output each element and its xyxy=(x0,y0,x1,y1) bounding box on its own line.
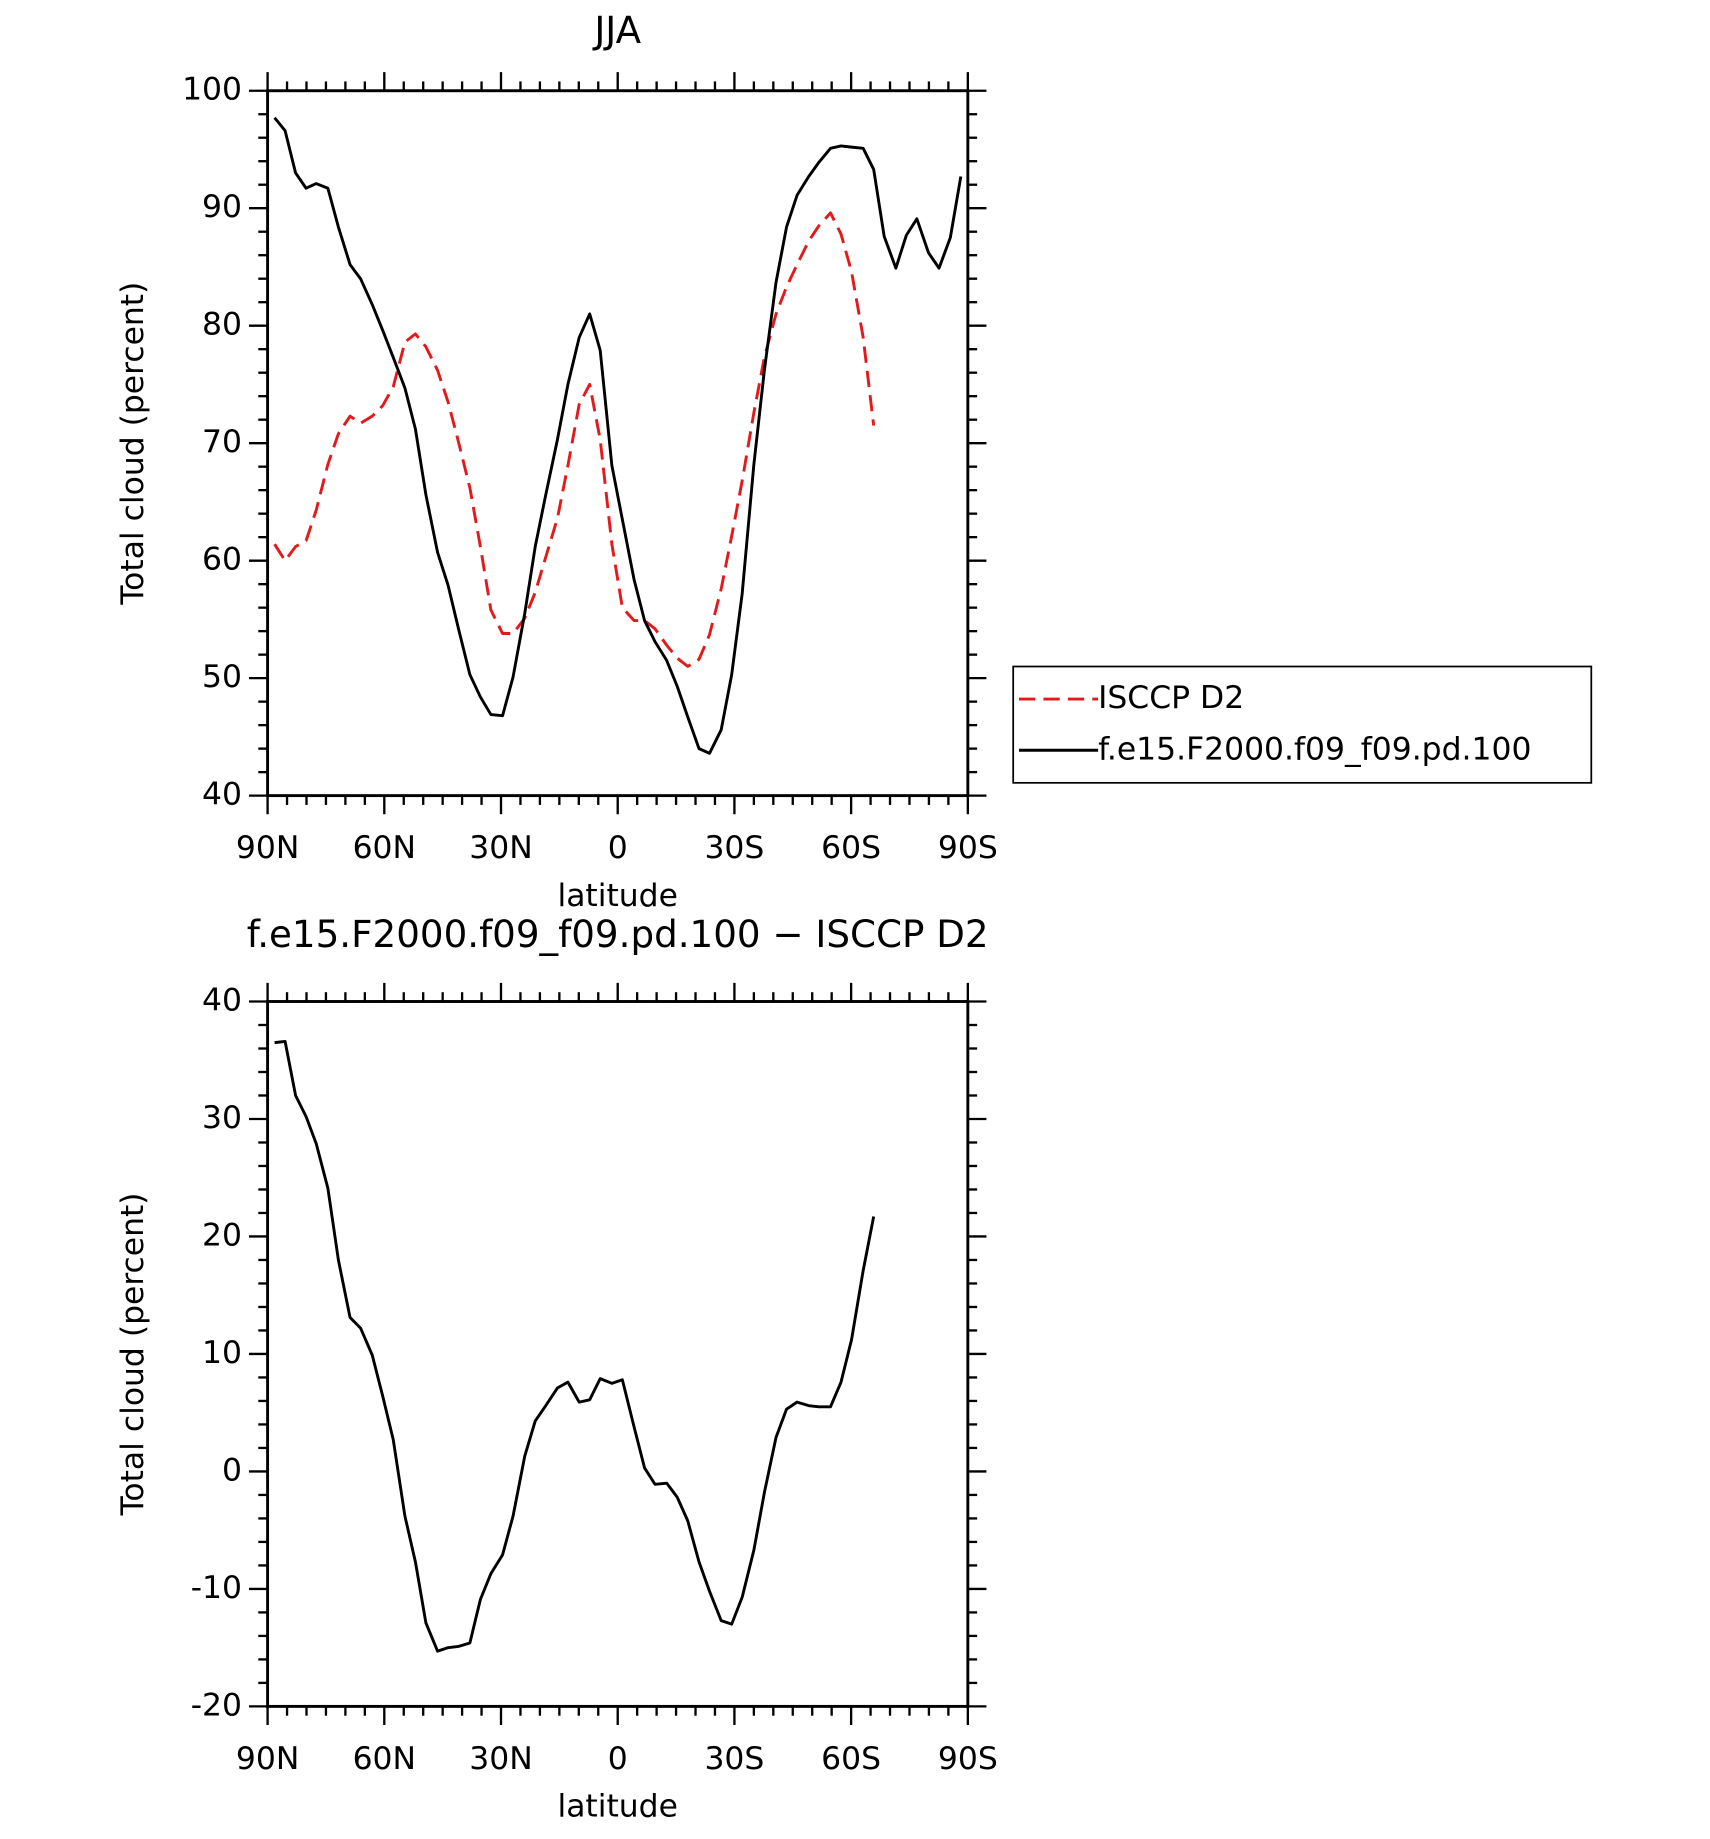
y-tick-label: 50 xyxy=(202,659,242,695)
y-tick-label: 60 xyxy=(202,542,242,578)
legend-label: ISCCP D2 xyxy=(1098,680,1244,716)
y-tick-label: 10 xyxy=(202,1335,242,1371)
y-axis-label: Total cloud (percent) xyxy=(115,1192,151,1516)
x-tick-label: 30S xyxy=(704,1741,764,1777)
y-axis-label: Total cloud (percent) xyxy=(115,282,151,606)
x-tick-label: 90N xyxy=(236,830,299,866)
y-tick-label: 70 xyxy=(202,424,242,460)
x-tick-label: 0 xyxy=(608,830,628,866)
y-tick-label: 30 xyxy=(202,1100,242,1136)
chart-title: JJA xyxy=(592,8,641,52)
y-tick-label: -20 xyxy=(191,1687,242,1723)
y-tick-label: 100 xyxy=(182,72,242,108)
x-tick-label: 60S xyxy=(821,830,881,866)
plot-frame xyxy=(266,89,970,798)
x-tick-label: 30N xyxy=(469,830,532,866)
x-tick-label: 60N xyxy=(353,1741,416,1777)
y-tick-label: 40 xyxy=(202,777,242,813)
plot-frame xyxy=(266,1000,970,1708)
x-tick-label: 60S xyxy=(821,1741,881,1777)
x-tick-label: 90S xyxy=(938,1741,998,1777)
x-tick-label: 90S xyxy=(938,830,998,866)
y-tick-label: -10 xyxy=(191,1570,242,1606)
x-axis-label: latitude xyxy=(557,878,677,914)
x-tick-label: 0 xyxy=(608,1741,628,1777)
legend-box xyxy=(1012,665,1593,784)
x-tick-label: 30N xyxy=(469,1741,532,1777)
chart-title: f.e15.F2000.f09_f09.pd.100 − ISCCP D2 xyxy=(247,912,989,956)
x-tick-label: 30S xyxy=(704,830,764,866)
series-line xyxy=(273,211,876,668)
legend-label: f.e15.F2000.f09_f09.pd.100 xyxy=(1098,731,1531,767)
y-tick-label: 0 xyxy=(222,1452,242,1488)
series-line xyxy=(273,116,963,755)
series-line xyxy=(274,1039,876,1653)
y-tick-label: 40 xyxy=(202,983,242,1019)
x-axis-label: latitude xyxy=(557,1789,677,1825)
y-tick-label: 90 xyxy=(202,189,242,225)
y-tick-label: 80 xyxy=(202,307,242,343)
x-tick-label: 90N xyxy=(236,1741,299,1777)
y-tick-label: 20 xyxy=(202,1217,242,1253)
x-tick-label: 60N xyxy=(353,830,416,866)
